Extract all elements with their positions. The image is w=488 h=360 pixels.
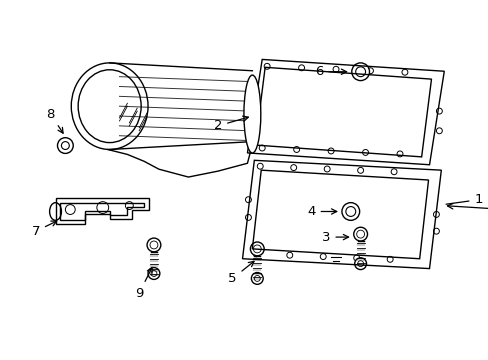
Text: 4: 4 bbox=[306, 205, 336, 218]
Text: 1: 1 bbox=[445, 193, 482, 206]
Ellipse shape bbox=[244, 75, 260, 153]
Ellipse shape bbox=[49, 203, 61, 220]
Circle shape bbox=[341, 203, 359, 220]
Circle shape bbox=[351, 63, 369, 81]
Circle shape bbox=[353, 227, 367, 241]
Text: 2: 2 bbox=[213, 116, 248, 132]
Circle shape bbox=[251, 273, 263, 284]
Text: 8: 8 bbox=[46, 108, 63, 133]
Circle shape bbox=[148, 267, 160, 279]
Text: 5: 5 bbox=[228, 261, 253, 285]
Text: 3: 3 bbox=[321, 231, 348, 244]
Circle shape bbox=[147, 238, 161, 252]
Circle shape bbox=[354, 258, 366, 270]
Text: 7: 7 bbox=[32, 221, 57, 238]
Text: 9: 9 bbox=[135, 267, 152, 300]
Circle shape bbox=[250, 242, 264, 256]
Circle shape bbox=[58, 138, 73, 153]
Text: 6: 6 bbox=[314, 65, 346, 78]
